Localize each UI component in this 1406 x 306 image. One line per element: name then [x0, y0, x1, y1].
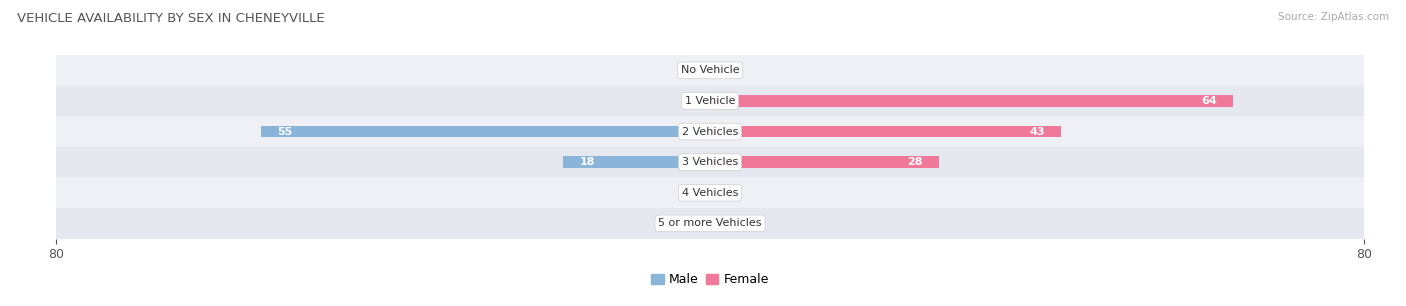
Text: 2 Vehicles: 2 Vehicles: [682, 127, 738, 136]
Text: 0: 0: [723, 188, 730, 198]
Text: 0: 0: [690, 188, 697, 198]
Text: 64: 64: [1201, 96, 1216, 106]
Bar: [56, 177, 1364, 208]
Text: 0: 0: [690, 96, 697, 106]
Text: Source: ZipAtlas.com: Source: ZipAtlas.com: [1278, 12, 1389, 22]
Legend: Male, Female: Male, Female: [647, 268, 773, 291]
Text: 0: 0: [723, 218, 730, 228]
Bar: [56, 208, 1364, 239]
Text: 28: 28: [907, 157, 922, 167]
Text: 5 or more Vehicles: 5 or more Vehicles: [658, 218, 762, 228]
Bar: [710, 126, 1062, 137]
Bar: [562, 156, 710, 168]
Text: 0: 0: [723, 65, 730, 75]
Bar: [260, 126, 710, 137]
Text: 0: 0: [690, 218, 697, 228]
Text: VEHICLE AVAILABILITY BY SEX IN CHENEYVILLE: VEHICLE AVAILABILITY BY SEX IN CHENEYVIL…: [17, 12, 325, 25]
Text: 3 Vehicles: 3 Vehicles: [682, 157, 738, 167]
Text: 43: 43: [1029, 127, 1045, 136]
Bar: [56, 147, 1364, 177]
Text: 55: 55: [277, 127, 292, 136]
Bar: [56, 116, 1364, 147]
Bar: [56, 86, 1364, 116]
Text: 1 Vehicle: 1 Vehicle: [685, 96, 735, 106]
Bar: [710, 156, 939, 168]
Text: No Vehicle: No Vehicle: [681, 65, 740, 75]
Bar: [710, 95, 1233, 107]
Text: 0: 0: [690, 65, 697, 75]
Text: 18: 18: [579, 157, 595, 167]
Bar: [56, 55, 1364, 86]
Text: 4 Vehicles: 4 Vehicles: [682, 188, 738, 198]
